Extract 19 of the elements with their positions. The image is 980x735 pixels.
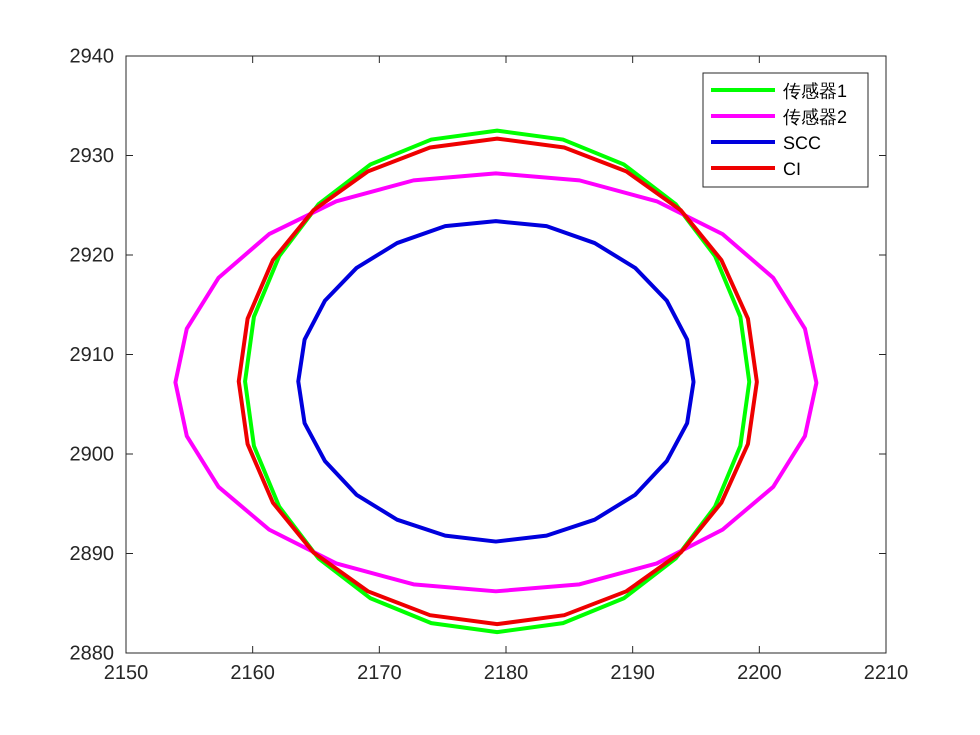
x-tick-label: 2200 <box>737 662 782 684</box>
x-tick-label: 2150 <box>104 662 148 684</box>
legend-label: CI <box>783 159 801 179</box>
line-series <box>296 219 696 544</box>
legend-label: SCC <box>783 133 822 153</box>
y-tick-label: 2880 <box>70 642 114 664</box>
x-tick-label: 2160 <box>230 662 275 684</box>
x-tick-label: 2180 <box>484 662 528 684</box>
y-tick-label: 2900 <box>70 443 114 466</box>
legend-label: 传感器2 <box>783 107 848 127</box>
x-tick-label: 2170 <box>357 662 402 684</box>
y-tick-label: 2890 <box>70 542 114 565</box>
y-tick-label: 2920 <box>70 244 114 266</box>
y-tick-label: 2940 <box>70 45 114 68</box>
legend-label: 传感器1 <box>783 81 848 101</box>
y-tick-label: 2930 <box>70 144 114 167</box>
x-tick-label: 2190 <box>610 662 655 684</box>
y-tick-label: 2910 <box>70 344 114 366</box>
x-tick-label: 2210 <box>864 662 908 684</box>
